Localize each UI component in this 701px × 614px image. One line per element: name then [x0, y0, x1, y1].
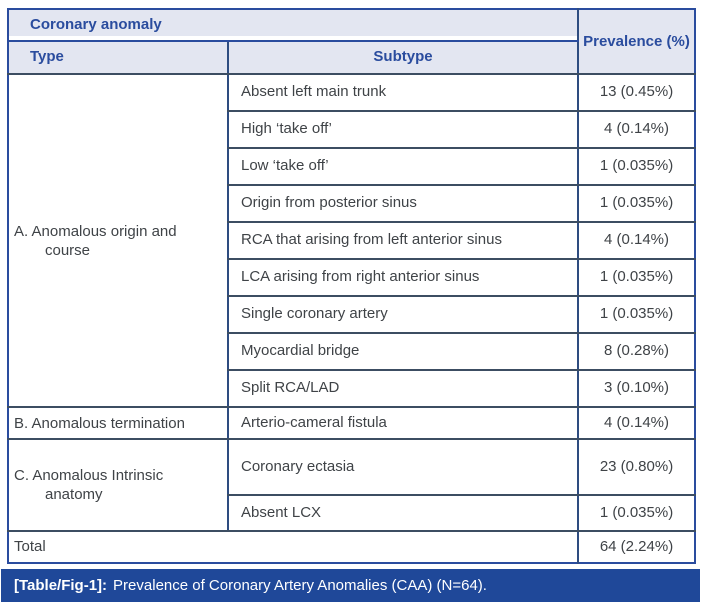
table-row: Low ‘take off’ 1 (0.035%): [8, 148, 695, 186]
total-label: Total: [14, 537, 46, 555]
subtype-cell: Origin from posterior sinus: [227, 185, 578, 223]
value-cell: 1 (0.035%): [577, 148, 695, 186]
type-header: Type: [8, 41, 228, 75]
value-cell: 4 (0.14%): [577, 111, 695, 149]
coronary-anomaly-header: Coronary anomaly: [8, 9, 578, 42]
value-cell: 3 (0.10%): [577, 370, 695, 408]
table-row: RCA that arising from left anterior sinu…: [8, 222, 695, 260]
total-value: 64 (2.24%): [577, 531, 695, 563]
value-cell: 23 (0.80%): [577, 439, 695, 496]
caption-tag: [Table/Fig-1]:: [14, 577, 108, 594]
value-cell: 1 (0.035%): [577, 296, 695, 334]
subtype-cell: Low ‘take off’: [227, 148, 578, 186]
value-cell: 1 (0.035%): [577, 185, 695, 223]
subtype-cell: Myocardial bridge: [227, 333, 578, 371]
table-row: Split RCA/LAD 3 (0.10%): [8, 370, 695, 408]
header-row-columns: Type Subtype: [8, 41, 695, 75]
subtype-cell: LCA arising from right anterior sinus: [227, 259, 578, 297]
type-cell-b: B. Anomalous termination: [8, 407, 228, 440]
value-cell: 1 (0.035%): [577, 259, 695, 297]
table-row: LCA arising from right anterior sinus 1 …: [8, 259, 695, 297]
subtype-cell: Absent LCX: [227, 495, 578, 532]
subtype-cell: Arterio-cameral fistula: [227, 407, 578, 440]
table-row: C. Anomalous Intrinsic anatomy Coronary …: [8, 439, 695, 532]
subtype-cell: Split RCA/LAD: [227, 370, 578, 408]
table-caption-bar: [Table/Fig-1]: Prevalence of Coronary Ar…: [1, 569, 700, 602]
table-row: Origin from posterior sinus 1 (0.035%): [8, 185, 695, 223]
caption-text: Prevalence of Coronary Artery Anomalies …: [113, 577, 487, 594]
subtype-cell: High ‘take off’: [227, 111, 578, 149]
subtype-cell: Coronary ectasia: [227, 439, 578, 496]
table-row: Absent LCX 1 (0.035%): [8, 495, 695, 532]
table-row: Myocardial bridge 8 (0.28%): [8, 333, 695, 371]
value-cell: 4 (0.14%): [577, 222, 695, 260]
value-cell: 4 (0.14%): [577, 407, 695, 440]
header-row-group: Coronary anomaly Prevalence (%): [8, 9, 695, 75]
subtype-cell: Single coronary artery: [227, 296, 578, 334]
subtype-cell: Absent left main trunk: [227, 74, 578, 112]
prevalence-table: Coronary anomaly Prevalence (%) Type Sub…: [7, 8, 696, 564]
value-cell: 13 (0.45%): [577, 74, 695, 112]
subtype-header: Subtype: [227, 41, 578, 75]
table-row: B. Anomalous termination Arterio-cameral…: [8, 407, 695, 440]
table-row: Single coronary artery 1 (0.035%): [8, 296, 695, 334]
value-cell: 1 (0.035%): [577, 495, 695, 532]
table-row: A. Anomalous origin and course Absent le…: [8, 74, 695, 408]
type-cell-c: C. Anomalous Intrinsic anatomy: [8, 439, 228, 532]
table-row: High ‘take off’ 4 (0.14%): [8, 111, 695, 149]
total-row: Total 64 (2.24%): [8, 531, 695, 563]
type-cell-a: A. Anomalous origin and course: [8, 74, 228, 408]
prevalence-header: Prevalence (%): [577, 9, 695, 75]
value-cell: 8 (0.28%): [577, 333, 695, 371]
subtype-cell: RCA that arising from left anterior sinu…: [227, 222, 578, 260]
